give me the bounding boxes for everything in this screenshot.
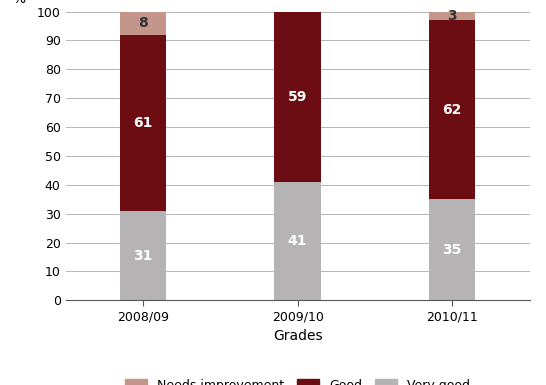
Bar <box>275 12 321 182</box>
Text: 35: 35 <box>443 243 462 257</box>
X-axis label: Grades: Grades <box>273 329 322 343</box>
Bar <box>429 199 476 300</box>
Bar <box>275 182 321 300</box>
Y-axis label: %: % <box>13 0 26 6</box>
Text: 61: 61 <box>133 116 152 130</box>
Legend: Needs improvement, Good, Very good: Needs improvement, Good, Very good <box>124 379 471 385</box>
Text: 8: 8 <box>138 16 148 30</box>
Bar <box>120 211 166 300</box>
Bar <box>120 12 166 35</box>
Text: 31: 31 <box>133 249 152 263</box>
Bar <box>429 20 476 199</box>
Text: 41: 41 <box>288 234 307 248</box>
Text: 59: 59 <box>288 90 307 104</box>
Text: 62: 62 <box>443 103 462 117</box>
Bar <box>429 12 476 20</box>
Text: 3: 3 <box>448 9 457 23</box>
Bar <box>120 35 166 211</box>
